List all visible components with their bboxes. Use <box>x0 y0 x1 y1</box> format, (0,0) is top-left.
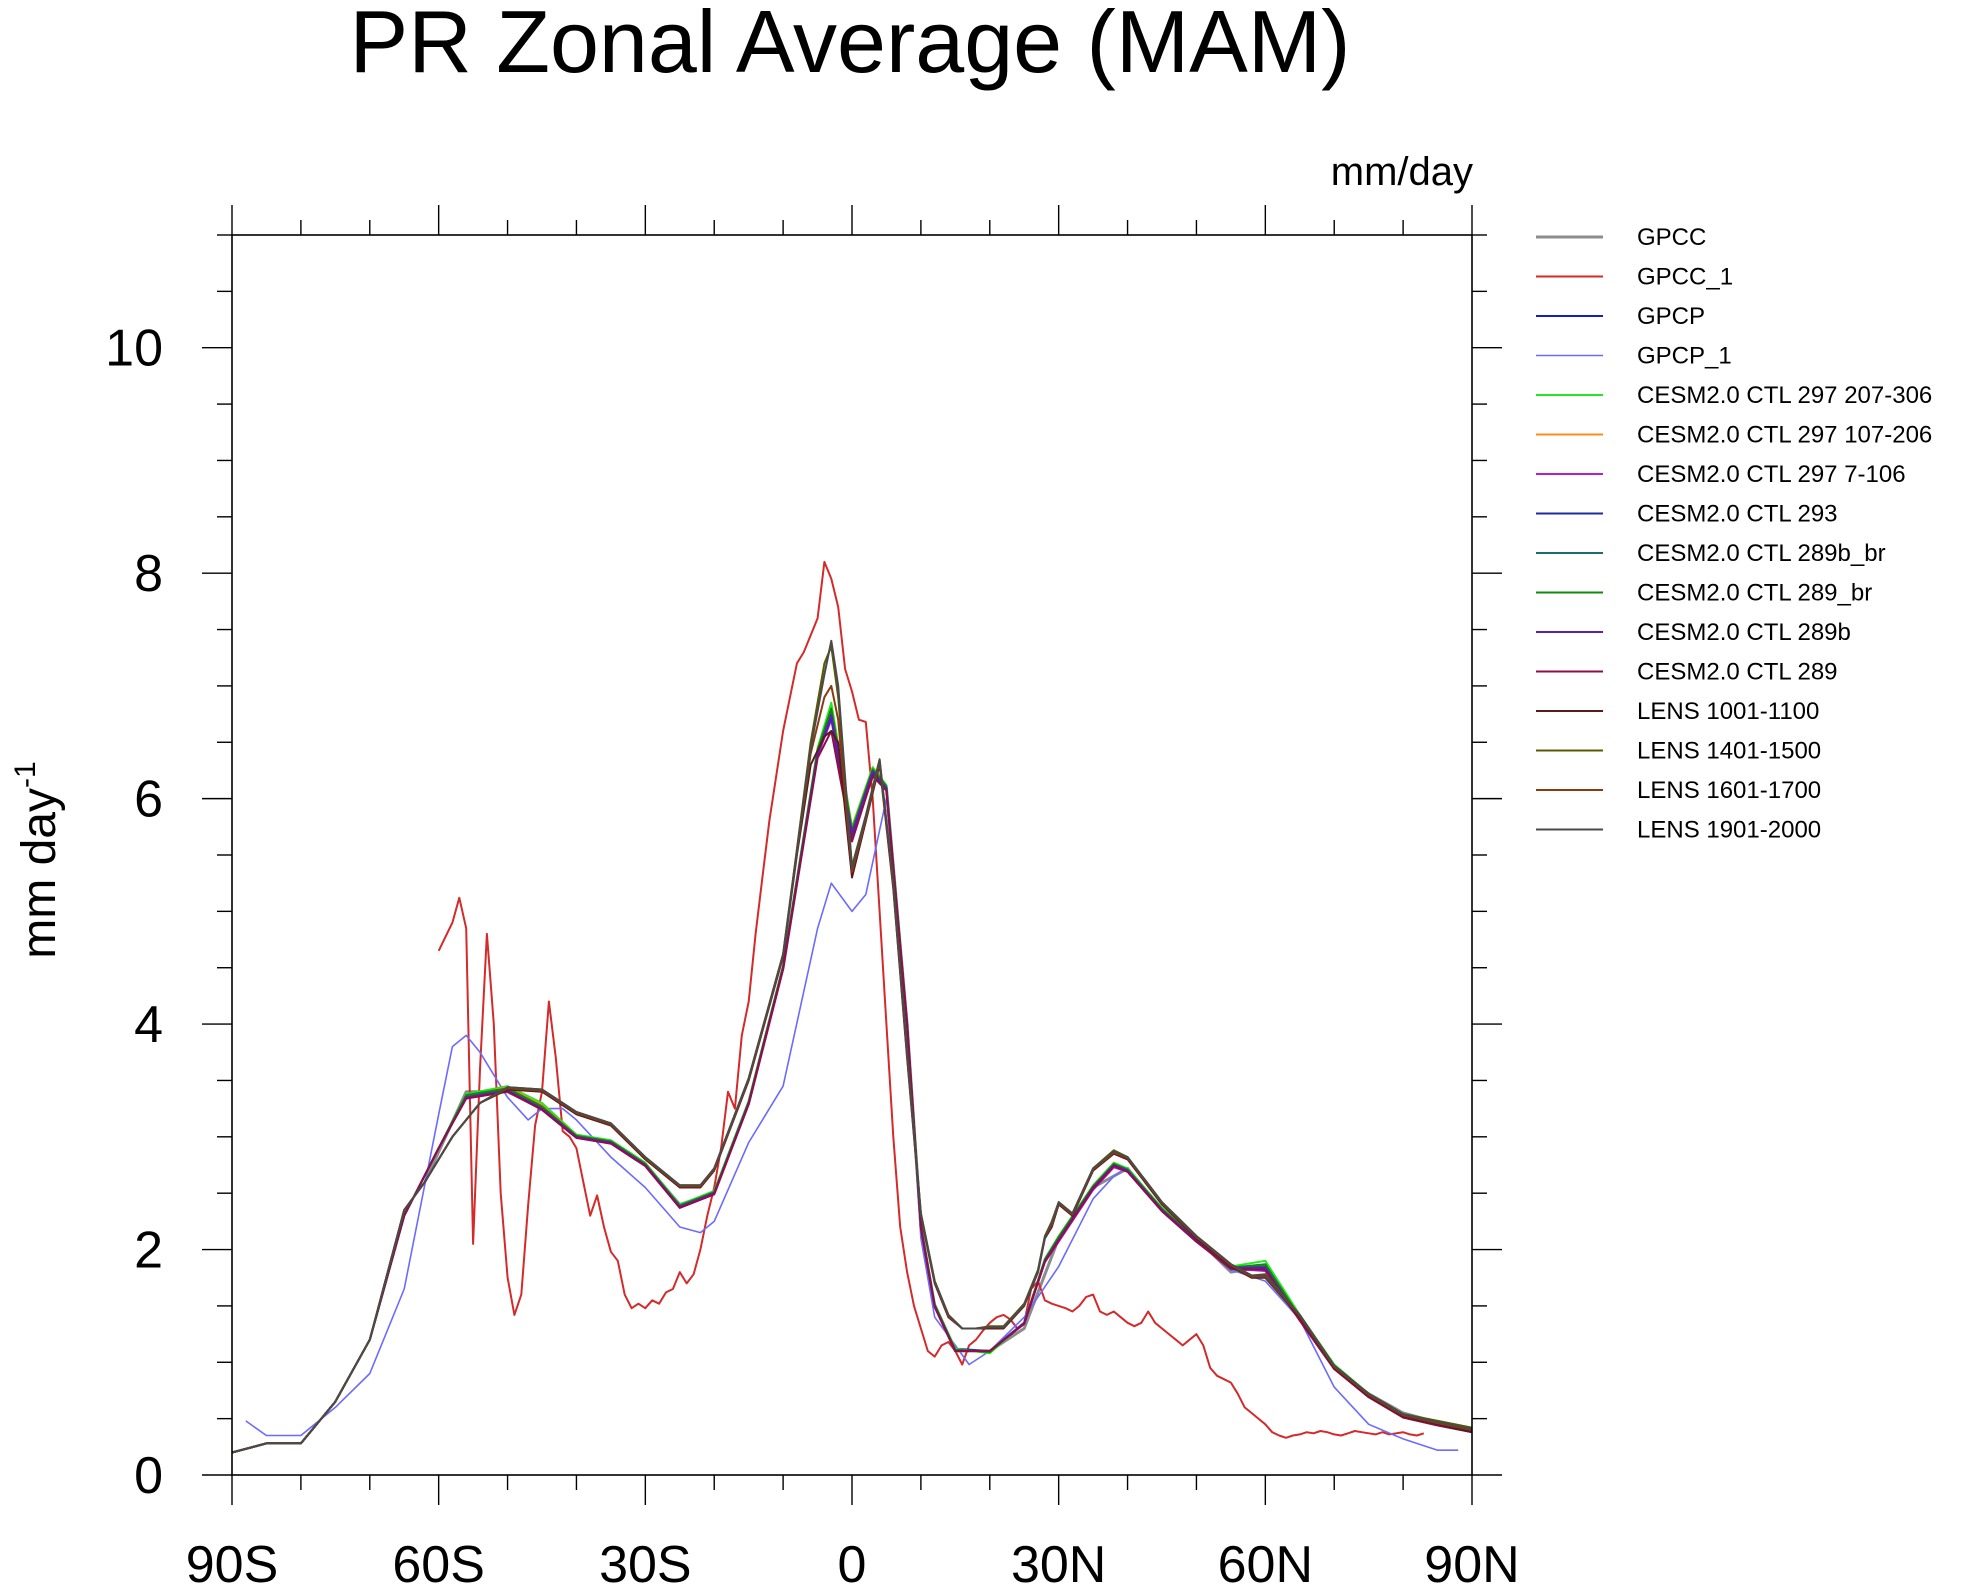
x-tick-label-6: 90N <box>1424 1536 1519 1594</box>
y-tick-label-1: 2 <box>134 1222 163 1280</box>
legend-item-12: LENS 1001-1100 <box>1536 698 1819 725</box>
y-tick-label-4: 8 <box>134 545 163 603</box>
legend-item-5: CESM2.0 CTL 297 107-206 <box>1536 422 1932 449</box>
x-tick-label-3: 0 <box>838 1536 867 1594</box>
legend-label: GPCC <box>1637 224 1706 251</box>
legend-label: GPCP_1 <box>1637 343 1732 370</box>
legend-item-11: CESM2.0 CTL 289 <box>1536 659 1838 686</box>
x-tick-labels: 90S 60S 30S 0 30N 60N 90N <box>186 1536 1520 1594</box>
series-line-1 <box>437 560 1425 1439</box>
legend-item-8: CESM2.0 CTL 289b_br <box>1536 540 1886 567</box>
legend-item-15: LENS 1901-2000 <box>1536 817 1821 844</box>
series-line-14 <box>231 684 1473 1454</box>
y-axis-label-text: mm day <box>13 788 66 959</box>
series-line-3 <box>245 797 1459 1451</box>
chart-title: PR Zonal Average (MAM) <box>350 0 1351 91</box>
legend-item-13: LENS 1401-1500 <box>1536 738 1821 765</box>
y-axis-label: mm day-1 <box>9 761 66 958</box>
series-line-5 <box>231 707 1473 1454</box>
x-tick-label-1: 60S <box>392 1536 485 1594</box>
series-line-13 <box>231 645 1473 1454</box>
legend-item-4: CESM2.0 CTL 297 207-306 <box>1536 382 1932 409</box>
x-tick-label-5: 60N <box>1218 1536 1313 1594</box>
legend-item-3: GPCP_1 <box>1536 343 1732 370</box>
legend-label: CESM2.0 CTL 297 107-206 <box>1637 422 1932 449</box>
legend-label: LENS 1601-1700 <box>1637 777 1821 804</box>
series-line-4 <box>231 701 1473 1454</box>
legend-label: CESM2.0 CTL 289_br <box>1637 580 1872 607</box>
x-tick-label-2: 30S <box>599 1536 692 1594</box>
series-line-9 <box>231 707 1473 1454</box>
legend-item-14: LENS 1601-1700 <box>1536 777 1821 804</box>
axis-ticks <box>202 205 1502 1505</box>
series-line-0 <box>423 707 1425 1421</box>
legend-item-0: GPCC <box>1536 224 1706 251</box>
legend-label: CESM2.0 CTL 293 <box>1637 501 1838 528</box>
legend-label: CESM2.0 CTL 289b <box>1637 619 1851 646</box>
legend-item-9: CESM2.0 CTL 289_br <box>1536 580 1872 607</box>
legend-label: CESM2.0 CTL 297 207-306 <box>1637 382 1932 409</box>
series-line-11 <box>231 730 1473 1454</box>
legend-label: LENS 1901-2000 <box>1637 817 1821 844</box>
legend-label: CESM2.0 CTL 289b_br <box>1637 540 1886 567</box>
legend-label: GPCP <box>1637 303 1705 330</box>
y-tick-label-3: 6 <box>134 771 163 829</box>
x-tick-label-4: 30N <box>1011 1536 1106 1594</box>
x-tick-label-0: 90S <box>186 1536 279 1594</box>
y-tick-label-0: 0 <box>134 1447 163 1505</box>
legend-label: LENS 1401-1500 <box>1637 738 1821 765</box>
legend-label: CESM2.0 CTL 297 7-106 <box>1637 461 1906 488</box>
legend-item-1: GPCC_1 <box>1536 264 1733 291</box>
series-lines <box>231 560 1473 1454</box>
series-line-15 <box>231 639 1473 1454</box>
legend-item-7: CESM2.0 CTL 293 <box>1536 501 1838 528</box>
legend-label: LENS 1001-1100 <box>1637 698 1819 725</box>
units-label: mm/day <box>1331 150 1473 194</box>
legend-label: CESM2.0 CTL 289 <box>1637 659 1838 686</box>
y-tick-labels: 0 2 4 6 8 10 <box>105 320 163 1505</box>
y-tick-label-5: 10 <box>105 320 163 378</box>
legend-item-10: CESM2.0 CTL 289b <box>1536 619 1851 646</box>
y-axis-label-exponent: -1 <box>9 761 42 788</box>
legend-item-6: CESM2.0 CTL 297 7-106 <box>1536 461 1906 488</box>
y-tick-label-2: 4 <box>134 996 163 1054</box>
legend-item-2: GPCP <box>1536 303 1705 330</box>
legend: GPCC GPCC_1 GPCP GPCP_1 CESM2.0 CTL 297 207-… <box>1536 224 1932 844</box>
legend-label: GPCC_1 <box>1637 264 1733 291</box>
